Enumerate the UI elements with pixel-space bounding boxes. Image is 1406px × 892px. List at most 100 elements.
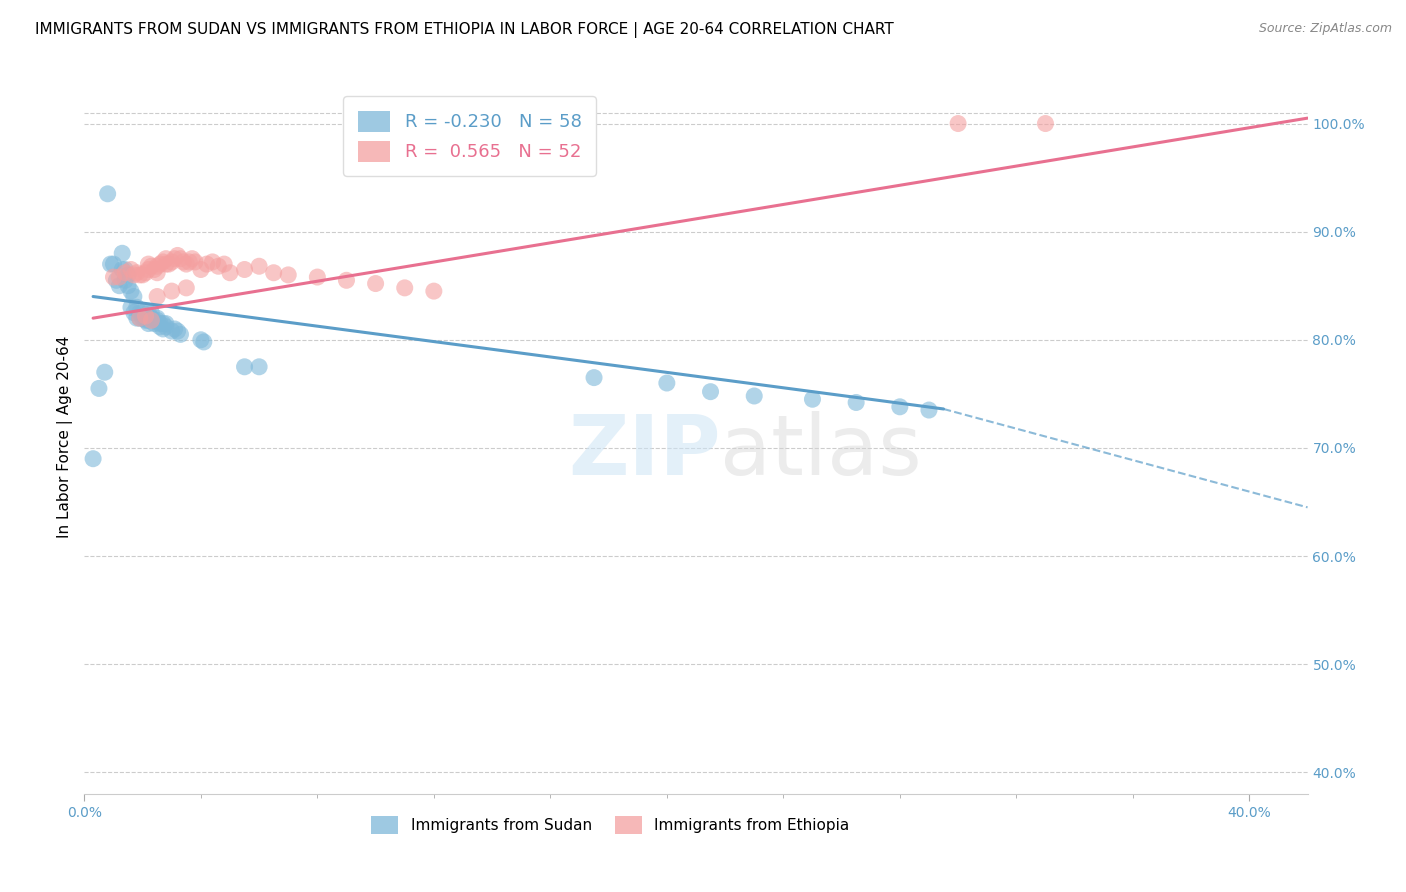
Point bbox=[166, 248, 188, 262]
Point bbox=[111, 262, 134, 277]
Point bbox=[699, 384, 721, 399]
Point bbox=[108, 270, 131, 285]
Point bbox=[97, 186, 120, 201]
Point bbox=[135, 266, 157, 280]
Point bbox=[149, 319, 172, 334]
Point bbox=[135, 309, 157, 323]
Point bbox=[146, 259, 169, 273]
Point bbox=[141, 313, 163, 327]
Point bbox=[277, 268, 299, 282]
Point bbox=[155, 319, 177, 334]
Point bbox=[190, 262, 212, 277]
Point bbox=[233, 262, 256, 277]
Point bbox=[742, 389, 765, 403]
Legend: Immigrants from Sudan, Immigrants from Ethiopia: Immigrants from Sudan, Immigrants from E… bbox=[366, 810, 856, 839]
Point bbox=[179, 255, 201, 269]
Point bbox=[212, 257, 235, 271]
Point bbox=[143, 317, 166, 331]
Point bbox=[801, 392, 824, 407]
Point bbox=[233, 359, 256, 374]
Point bbox=[120, 284, 142, 298]
Point bbox=[364, 277, 387, 291]
Point bbox=[125, 311, 148, 326]
Point bbox=[190, 333, 212, 347]
Point bbox=[114, 273, 136, 287]
Point bbox=[135, 309, 157, 323]
Point bbox=[122, 268, 145, 282]
Point bbox=[169, 252, 191, 266]
Point bbox=[108, 278, 131, 293]
Point bbox=[247, 259, 270, 273]
Point bbox=[174, 257, 197, 271]
Point bbox=[152, 317, 174, 331]
Point bbox=[87, 381, 110, 395]
Y-axis label: In Labor Force | Age 20-64: In Labor Force | Age 20-64 bbox=[58, 336, 73, 538]
Point bbox=[163, 252, 186, 266]
Point bbox=[166, 324, 188, 338]
Point bbox=[128, 311, 150, 326]
Point bbox=[181, 252, 204, 266]
Point bbox=[146, 313, 169, 327]
Point bbox=[135, 313, 157, 327]
Point bbox=[157, 257, 180, 271]
Point bbox=[82, 451, 104, 466]
Point bbox=[138, 317, 160, 331]
Point bbox=[125, 266, 148, 280]
Point bbox=[149, 257, 172, 271]
Point bbox=[141, 311, 163, 326]
Point bbox=[93, 365, 115, 379]
Point bbox=[845, 395, 868, 409]
Point bbox=[128, 306, 150, 320]
Point bbox=[138, 306, 160, 320]
Point bbox=[131, 268, 153, 282]
Point bbox=[103, 270, 125, 285]
Point bbox=[174, 281, 197, 295]
Text: atlas: atlas bbox=[720, 411, 922, 491]
Point bbox=[655, 376, 678, 390]
Point bbox=[138, 313, 160, 327]
Point bbox=[195, 257, 218, 271]
Point bbox=[117, 268, 139, 282]
Point bbox=[146, 311, 169, 326]
Point bbox=[160, 255, 183, 269]
Point bbox=[131, 311, 153, 326]
Point bbox=[100, 257, 122, 271]
Point bbox=[143, 262, 166, 277]
Point bbox=[172, 255, 194, 269]
Point bbox=[160, 324, 183, 338]
Point bbox=[307, 270, 329, 285]
Point bbox=[141, 306, 163, 320]
Point bbox=[122, 306, 145, 320]
Point bbox=[169, 327, 191, 342]
Point bbox=[263, 266, 285, 280]
Point bbox=[247, 359, 270, 374]
Point bbox=[335, 273, 357, 287]
Point bbox=[128, 268, 150, 282]
Point bbox=[583, 370, 606, 384]
Point bbox=[122, 289, 145, 303]
Point bbox=[160, 284, 183, 298]
Point bbox=[163, 322, 186, 336]
Point bbox=[152, 322, 174, 336]
Point bbox=[143, 313, 166, 327]
Point bbox=[201, 255, 224, 269]
Point bbox=[946, 116, 969, 130]
Point bbox=[105, 273, 128, 287]
Point bbox=[114, 262, 136, 277]
Point bbox=[103, 257, 125, 271]
Point bbox=[184, 255, 207, 269]
Point bbox=[114, 266, 136, 280]
Point bbox=[146, 266, 169, 280]
Point bbox=[117, 278, 139, 293]
Point bbox=[120, 262, 142, 277]
Point bbox=[138, 257, 160, 271]
Point bbox=[128, 311, 150, 326]
Point bbox=[155, 257, 177, 271]
Point bbox=[131, 306, 153, 320]
Point bbox=[155, 252, 177, 266]
Point bbox=[193, 334, 215, 349]
Point bbox=[141, 259, 163, 273]
Text: ZIP: ZIP bbox=[568, 411, 720, 491]
Point bbox=[889, 400, 911, 414]
Text: IMMIGRANTS FROM SUDAN VS IMMIGRANTS FROM ETHIOPIA IN LABOR FORCE | AGE 20-64 COR: IMMIGRANTS FROM SUDAN VS IMMIGRANTS FROM… bbox=[35, 22, 894, 38]
